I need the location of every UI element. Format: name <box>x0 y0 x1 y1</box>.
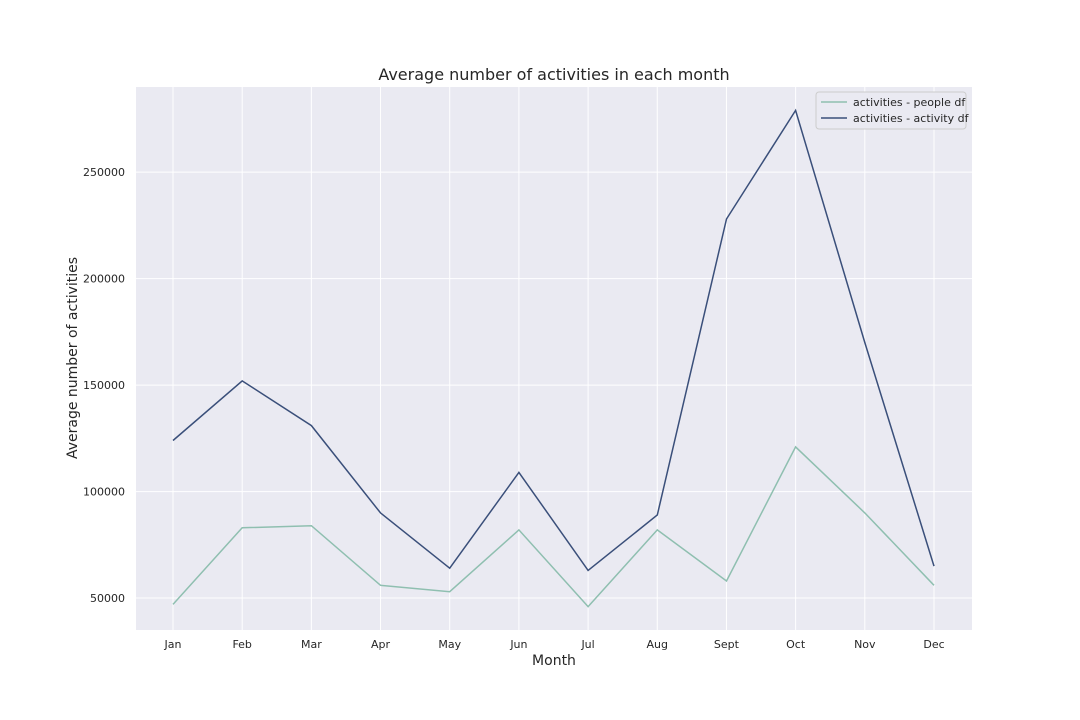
x-tick-label: Sept <box>714 638 740 651</box>
y-tick-label: 250000 <box>83 166 125 179</box>
x-tick-label: Apr <box>371 638 391 651</box>
x-tick-label: Aug <box>647 638 668 651</box>
x-tick-label: Jan <box>164 638 182 651</box>
x-tick-label: Feb <box>232 638 251 651</box>
grid-lines <box>136 87 972 630</box>
x-tick-label: Oct <box>786 638 806 651</box>
x-axis-title: Month <box>532 653 576 669</box>
y-tick-label: 150000 <box>83 379 125 392</box>
x-tick-labels: Jan Feb Mar Apr May Jun Jul Aug Sept Oct Nov Dec <box>164 638 945 651</box>
y-tick-label: 50000 <box>90 592 125 605</box>
series-lines <box>172 108 935 608</box>
legend: activities - people df activities - acti… <box>815 91 970 130</box>
x-tick-label: Mar <box>301 638 322 651</box>
chart-title: Average number of activities in each mon… <box>378 65 729 84</box>
y-tick-label: 200000 <box>83 273 125 286</box>
series-line-0 <box>172 445 935 608</box>
x-tick-label: May <box>438 638 461 651</box>
y-axis-title: Average number of activities <box>65 257 81 459</box>
x-tick-label: Dec <box>923 638 944 651</box>
plot-background <box>136 87 972 630</box>
x-tick-label: Nov <box>854 638 876 651</box>
y-tick-label: 100000 <box>83 486 125 499</box>
legend-box <box>815 91 967 130</box>
series-line-1 <box>172 108 935 572</box>
x-tick-label: Jul <box>580 638 594 651</box>
y-tick-labels: 50000 100000 150000 200000 250000 <box>83 166 125 605</box>
legend-label-people: activities - people df <box>853 96 966 109</box>
legend-label-activity: activities - activity df <box>853 112 970 125</box>
x-tick-label: Jun <box>509 638 527 651</box>
